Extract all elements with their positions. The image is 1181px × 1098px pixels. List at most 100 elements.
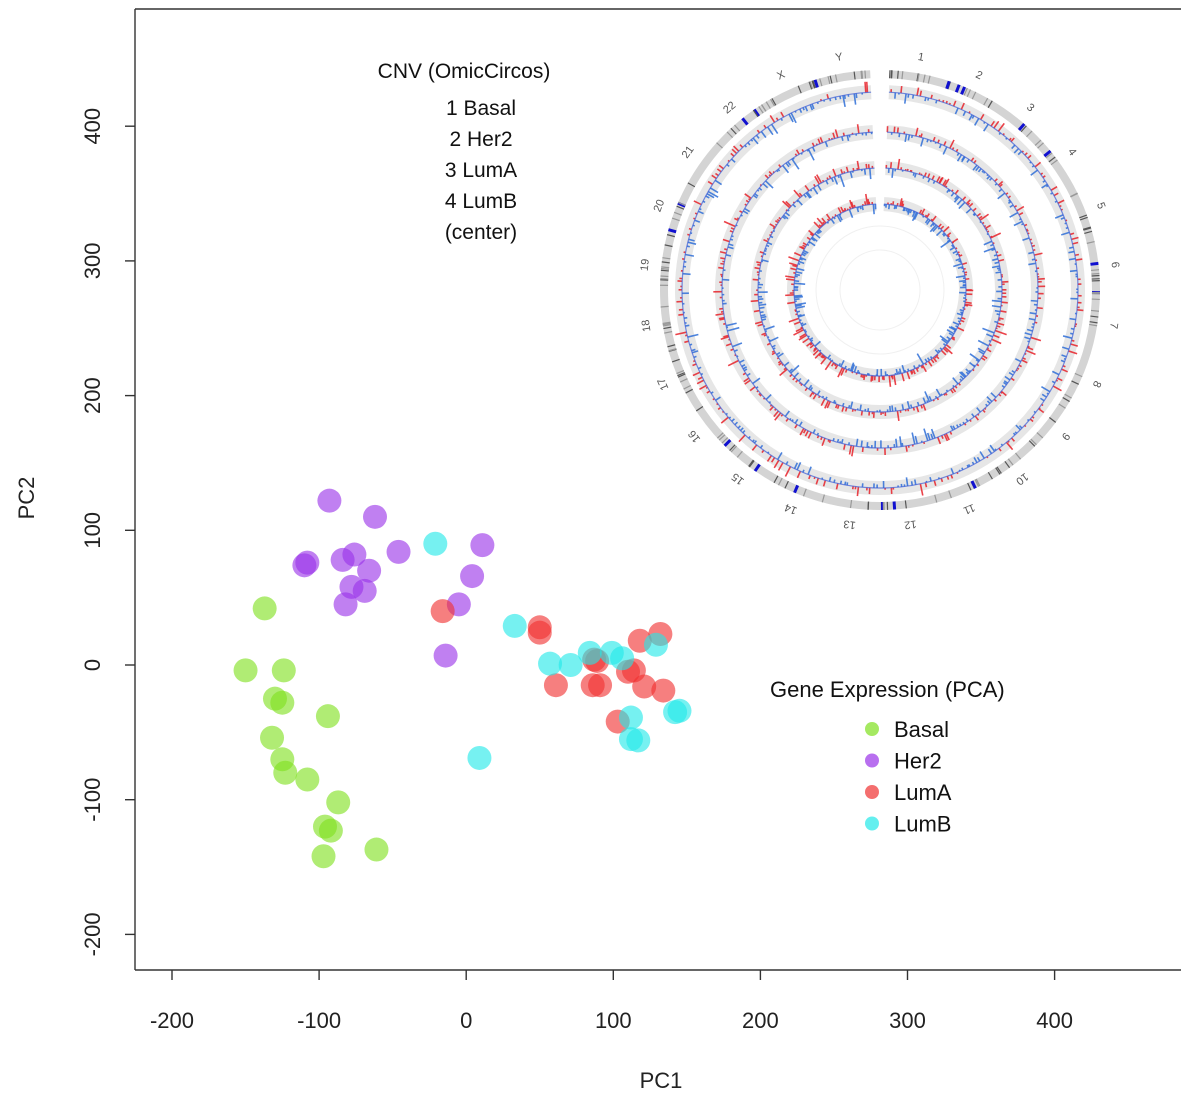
cytoband-mark bbox=[1036, 432, 1044, 439]
point-lumb bbox=[618, 705, 643, 730]
cytoband-mark bbox=[1090, 315, 1099, 318]
cytoband-mark bbox=[808, 81, 813, 90]
cytoband-mark bbox=[677, 373, 686, 378]
cytoband-mark bbox=[761, 104, 767, 112]
point-her2 bbox=[362, 504, 387, 529]
cytoband-mark bbox=[752, 108, 760, 117]
x-tick-label: 300 bbox=[889, 1008, 926, 1033]
cytoband-mark bbox=[1058, 403, 1066, 409]
point-lumb bbox=[423, 531, 448, 556]
chromosome-label: 17 bbox=[655, 376, 671, 392]
y-tick-label: 100 bbox=[80, 512, 105, 549]
chromosome-label: 22 bbox=[721, 99, 738, 116]
cytoband-mark bbox=[1079, 214, 1088, 219]
cytoband-mark bbox=[1079, 216, 1088, 221]
x-axis: -200 -100 0 100 200 300 400 bbox=[150, 970, 1073, 1033]
cytoband-mark bbox=[960, 86, 966, 95]
cytoband-mark bbox=[1020, 125, 1027, 133]
chromosome-label: 21 bbox=[680, 144, 697, 161]
chromosome-label: 14 bbox=[783, 501, 799, 517]
point-luma bbox=[632, 674, 657, 699]
cytoband-mark bbox=[1048, 156, 1056, 163]
cytoband-mark bbox=[821, 494, 825, 503]
cytoband-ring bbox=[660, 70, 1100, 510]
y-tick-label: 300 bbox=[80, 243, 105, 280]
x-tick-label: -100 bbox=[297, 1008, 341, 1033]
cytoband-mark bbox=[802, 488, 807, 497]
cytoband-mark bbox=[996, 466, 1002, 474]
cytoband-mark bbox=[1028, 440, 1036, 447]
point-lumb bbox=[663, 700, 688, 725]
cytoband-mark bbox=[685, 388, 693, 394]
cytoband-mark bbox=[927, 75, 931, 84]
chromosome-label: 3 bbox=[1024, 101, 1036, 114]
point-luma bbox=[527, 620, 552, 645]
cnv-track-her2 bbox=[713, 124, 1046, 457]
cytoband-mark bbox=[819, 78, 823, 87]
cytoband-mark bbox=[1070, 192, 1078, 198]
cytoband-mark bbox=[758, 106, 764, 114]
cytoband-mark bbox=[983, 97, 989, 106]
chromosome-label: 13 bbox=[843, 517, 857, 530]
cytoband-mark bbox=[662, 324, 671, 327]
chromosome-label: 11 bbox=[962, 501, 977, 516]
point-lumb bbox=[643, 632, 668, 657]
cytoband-mark bbox=[1043, 149, 1052, 158]
cytoband-mark bbox=[917, 73, 920, 82]
cytoband-mark bbox=[1017, 122, 1026, 131]
cytoband-mark bbox=[1083, 227, 1092, 231]
point-basal bbox=[364, 837, 389, 862]
cytoband-mark bbox=[975, 478, 981, 487]
point-lumb bbox=[558, 653, 583, 677]
cytoband-mark bbox=[1091, 272, 1100, 275]
point-her2 bbox=[317, 488, 342, 513]
cytoband-mark bbox=[1082, 226, 1091, 230]
legend: Gene Expression (PCA) Basal Her2 LumA LumB bbox=[770, 677, 1005, 837]
cytoband-mark bbox=[1089, 321, 1098, 324]
cytoband-mark bbox=[661, 266, 670, 269]
chromosome-label: 10 bbox=[1013, 470, 1030, 487]
cytoband-mark bbox=[1048, 417, 1057, 423]
y-tick-label: -200 bbox=[80, 912, 105, 956]
legend-label: Her2 bbox=[894, 749, 942, 774]
y-tick-label: -100 bbox=[80, 778, 105, 822]
cytoband-mark bbox=[677, 201, 686, 208]
cnv-title: CNV (OmicCircos) bbox=[378, 60, 551, 83]
point-her2 bbox=[333, 592, 358, 617]
point-basal bbox=[326, 790, 351, 815]
cytoband-mark bbox=[1071, 380, 1080, 385]
point-basal bbox=[233, 658, 258, 683]
legend-marker bbox=[865, 785, 879, 799]
cytoband-mark bbox=[664, 244, 673, 248]
cytoband-mark bbox=[664, 330, 673, 334]
point-her2 bbox=[460, 564, 485, 589]
cytoband-mark bbox=[723, 439, 732, 447]
point-lumb bbox=[626, 728, 651, 753]
cytoband-mark bbox=[849, 500, 853, 509]
ring-label-center: (center) bbox=[445, 221, 517, 244]
point-lumb bbox=[610, 646, 635, 671]
point-basal bbox=[260, 725, 285, 750]
legend-label: LumB bbox=[894, 812, 951, 837]
cytoband-mark bbox=[777, 477, 783, 486]
cytoband-mark bbox=[716, 142, 723, 149]
legend-label: Basal bbox=[894, 717, 949, 742]
cytoband-mark bbox=[934, 494, 938, 503]
point-luma bbox=[543, 673, 568, 698]
cytoband-mark bbox=[765, 101, 771, 109]
y-tick-label: 400 bbox=[80, 108, 105, 145]
cytoband-mark bbox=[660, 269, 669, 272]
legend-title: Gene Expression (PCA) bbox=[770, 677, 1005, 702]
point-her2 bbox=[342, 542, 367, 567]
y-tick-label: 0 bbox=[80, 659, 105, 671]
ring-label-3: 3 LumA bbox=[445, 159, 517, 182]
cytoband-mark bbox=[1034, 139, 1042, 146]
cytoband-mark bbox=[901, 71, 904, 80]
cytoband-mark bbox=[1037, 142, 1044, 149]
cytoband-mark bbox=[662, 322, 671, 326]
cytoband-mark bbox=[676, 205, 685, 210]
plot-frame bbox=[134, 8, 1181, 971]
point-basal bbox=[318, 818, 343, 843]
point-her2 bbox=[386, 539, 411, 564]
cytoband-mark bbox=[663, 326, 672, 330]
